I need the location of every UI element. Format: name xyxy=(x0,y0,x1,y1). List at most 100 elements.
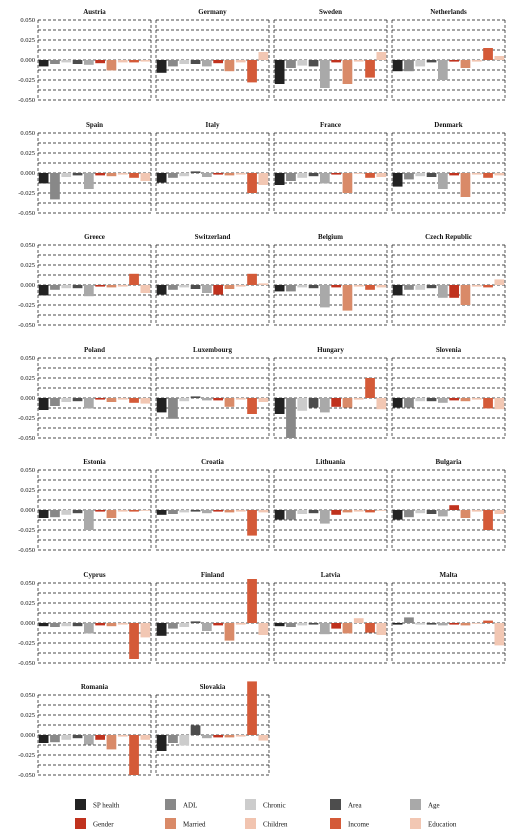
bar-sp-health xyxy=(274,285,285,292)
legend-swatch xyxy=(165,818,176,829)
legend-label: Income xyxy=(348,821,369,829)
bar-married xyxy=(460,173,471,197)
bar-age xyxy=(201,510,212,514)
bar-sp-health xyxy=(156,173,167,183)
bar-chronic xyxy=(61,285,72,289)
bar-area xyxy=(308,510,319,514)
bar-area xyxy=(72,510,83,514)
y-tick-label: 0.050 xyxy=(20,242,35,249)
y-tick-label: -0.050 xyxy=(18,660,35,667)
panel-spain: Spain 0.050 0.025 0.000 -0.025 -0.050 xyxy=(18,121,152,217)
bar-chronic xyxy=(415,398,426,402)
bar-gender xyxy=(331,510,342,515)
legend-item-income: Income xyxy=(330,818,369,829)
bar-income xyxy=(129,398,139,403)
bar-area xyxy=(426,285,437,289)
bar-children xyxy=(353,510,364,512)
bar-gender xyxy=(95,285,106,287)
bar-married xyxy=(224,623,235,641)
bar-area xyxy=(72,285,83,289)
bar-area xyxy=(190,60,201,64)
bar-gender xyxy=(449,173,460,176)
bar-income xyxy=(247,398,257,414)
y-tick-label: 0.050 xyxy=(20,130,35,137)
y-tick-label: 0.050 xyxy=(20,467,35,474)
panel-title: France xyxy=(320,121,341,129)
panel-malta: Malta xyxy=(391,571,506,664)
bar-gender xyxy=(331,623,342,629)
legend-item-chronic: Chronic xyxy=(245,799,286,810)
y-tick-label: 0.000 xyxy=(20,732,35,739)
legend-label: Married xyxy=(183,821,206,829)
bar-sp-health xyxy=(156,285,167,295)
bar-sp-health xyxy=(156,623,167,636)
bar-married xyxy=(342,173,353,193)
bar-age xyxy=(201,60,212,67)
legend-swatch xyxy=(75,818,86,829)
bar-gender xyxy=(449,398,460,401)
bar-married xyxy=(106,285,117,288)
bar-income xyxy=(247,579,257,623)
bar-education xyxy=(494,56,505,60)
bar-chronic xyxy=(179,285,190,288)
bar-chronic xyxy=(415,285,426,290)
panel-germany: Germany xyxy=(155,8,270,101)
bar-adl xyxy=(168,510,178,514)
y-tick-label: -0.025 xyxy=(18,527,35,534)
bar-income xyxy=(483,510,493,530)
bar-adl xyxy=(286,623,296,627)
bar-adl xyxy=(404,510,414,518)
bar-education xyxy=(258,173,269,185)
panel-bulgaria: Bulgaria xyxy=(391,458,506,551)
bar-gender xyxy=(449,623,460,625)
bar-chronic xyxy=(297,60,308,66)
bar-gender xyxy=(213,510,224,512)
bar-adl xyxy=(286,398,296,438)
bar-area xyxy=(426,623,437,625)
bar-income xyxy=(129,735,139,775)
y-tick-label: -0.025 xyxy=(18,752,35,759)
bar-income xyxy=(365,623,375,633)
bar-chronic xyxy=(179,510,190,513)
y-tick-label: 0.025 xyxy=(20,712,35,719)
bar-chronic xyxy=(297,398,308,411)
bar-adl xyxy=(404,617,414,623)
bar-age xyxy=(319,60,330,88)
bar-gender xyxy=(213,623,224,626)
bar-chronic xyxy=(415,173,426,177)
bar-sp-health xyxy=(274,60,285,84)
bar-education xyxy=(376,510,387,511)
bar-married xyxy=(460,285,471,305)
panel-sweden: Sweden xyxy=(273,8,388,101)
legend-swatch xyxy=(245,818,256,829)
y-tick-label: 0.025 xyxy=(20,262,35,269)
bar-area xyxy=(308,285,319,289)
legend-swatch xyxy=(330,818,341,829)
bar-age xyxy=(437,510,448,517)
panel-title: Slovakia xyxy=(200,683,226,691)
bar-gender xyxy=(449,60,460,62)
panel-title: Luxembourg xyxy=(193,346,232,354)
bar-gender xyxy=(213,173,224,175)
bar-married xyxy=(106,60,117,71)
bar-age xyxy=(201,735,212,739)
bar-age xyxy=(83,173,94,189)
bar-age xyxy=(319,623,330,635)
bar-adl xyxy=(286,60,296,68)
bar-area xyxy=(426,510,437,514)
legend-item-adl: ADL xyxy=(165,799,197,810)
bar-adl xyxy=(50,60,60,64)
panel-poland: Poland 0.050 0.025 0.000 -0.025 -0.050 xyxy=(18,346,152,442)
bar-married xyxy=(224,173,235,176)
y-tick-label: 0.050 xyxy=(20,580,35,587)
bar-gender xyxy=(95,623,106,626)
bar-married xyxy=(106,623,117,627)
bar-education xyxy=(140,510,151,511)
bar-married xyxy=(460,398,471,402)
bar-education xyxy=(258,283,269,285)
panel-romania: Romania 0.050 0.025 0.000 -0.025 -0.050 xyxy=(18,683,152,779)
bar-sp-health xyxy=(274,623,285,627)
bar-age xyxy=(201,623,212,631)
bar-married xyxy=(224,510,235,513)
bar-gender xyxy=(331,285,342,288)
